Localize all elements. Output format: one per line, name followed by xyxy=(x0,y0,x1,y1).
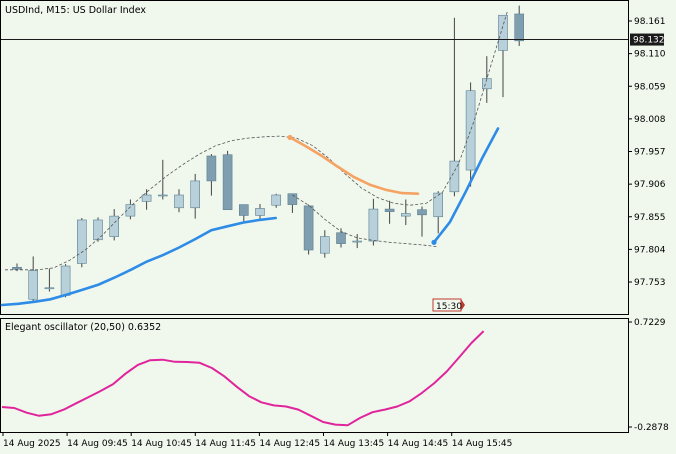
candle-body xyxy=(336,232,346,244)
oscillator-axis: 0.7229 -0.2878 xyxy=(628,318,669,433)
price-tick-label: 97.855 xyxy=(634,213,666,223)
time-axis: 14 Aug 2025 14 Aug 09:45 14 Aug 10:45 14 Au… xyxy=(2,432,513,449)
candle-body xyxy=(255,208,265,216)
price-tick-label: 98.008 xyxy=(634,115,666,125)
bear-candle xyxy=(303,204,314,255)
candle-body xyxy=(433,192,444,218)
candle-body xyxy=(352,240,363,243)
candle-body xyxy=(303,205,314,251)
oscillator-tick-label: -0.2878 xyxy=(634,423,669,433)
price-tick-label: 98.110 xyxy=(634,50,666,60)
orange-start-dot xyxy=(287,134,293,141)
candle-body xyxy=(465,90,476,171)
trend-line-blue xyxy=(0,216,278,307)
price-panel-frame xyxy=(0,0,629,315)
current-price-box xyxy=(630,33,664,46)
time-tick-label: 14 Aug 10:45 xyxy=(131,439,192,449)
bull-candle xyxy=(28,256,39,302)
time-tick-label: 14 Aug 14:45 xyxy=(388,439,449,449)
bear-candle xyxy=(206,154,217,196)
candle-body xyxy=(481,78,492,90)
candle-body xyxy=(174,194,184,209)
candle-body xyxy=(287,193,298,205)
time-marker-arrow xyxy=(461,299,465,311)
bull-candle xyxy=(77,218,87,268)
candle-body xyxy=(498,14,508,51)
candle-body xyxy=(125,204,136,217)
bull-candle xyxy=(433,191,444,234)
candle-body xyxy=(77,219,87,264)
bull-candle xyxy=(141,189,152,210)
time-tick-label: 14 Aug 15:45 xyxy=(452,439,513,449)
oscillator-tick-label: 0.7229 xyxy=(634,318,666,328)
time-tick-label: 14 Aug 2025 xyxy=(3,439,61,449)
price-tick-label: 97.957 xyxy=(634,148,666,158)
bull-candle xyxy=(190,173,200,219)
candle-body xyxy=(12,266,22,270)
oscillator-title: Elegant oscillator (20,50) 0.6352 xyxy=(5,322,161,333)
bear-candle xyxy=(417,206,427,237)
bull-candle xyxy=(109,209,119,241)
main-chart-title: USDInd, M15: US Dollar Index xyxy=(5,5,146,16)
time-tick-label: 14 Aug 13:45 xyxy=(324,439,385,449)
price-tick-label: 98.161 xyxy=(634,17,666,27)
time-tick-label: 14 Aug 12:45 xyxy=(259,439,320,449)
bull-candle xyxy=(465,82,476,187)
price-tick-label: 97.906 xyxy=(634,180,666,190)
candle-body xyxy=(368,208,379,242)
candle-body xyxy=(319,236,330,254)
bull-candle xyxy=(255,203,265,220)
trend-line-orange xyxy=(288,136,420,195)
bull-candle xyxy=(60,264,71,298)
candle-body xyxy=(239,204,249,216)
overlays-group xyxy=(0,11,508,427)
candle-body xyxy=(93,219,103,241)
time-tick-label: 14 Aug 11:45 xyxy=(195,439,256,449)
bull-candle xyxy=(174,189,184,213)
bull-candle xyxy=(93,217,103,242)
bull-candle xyxy=(449,17,460,197)
candle-body xyxy=(44,287,55,290)
bull-candle xyxy=(271,193,282,208)
time-tick-label: 14 Aug 09:45 xyxy=(67,439,128,449)
dashed-ma-lower-line xyxy=(292,194,439,248)
candle-body xyxy=(400,213,411,217)
bull-candle xyxy=(125,199,136,220)
candle-body xyxy=(141,194,152,202)
bull-candle xyxy=(368,198,379,246)
price-tick-label: 98.059 xyxy=(634,82,666,92)
trend-line-blue-2 xyxy=(432,127,500,244)
bear-candle xyxy=(287,193,298,213)
candle-body xyxy=(271,194,282,206)
oscillator-line xyxy=(1,330,485,427)
price-axis: 98.161 98.110 98.059 98.008 97.957 97.906 97.8… xyxy=(628,17,666,288)
oscillator-panel-frame xyxy=(0,318,629,433)
time-marker-label: 15:30 xyxy=(436,302,462,312)
bear-candle xyxy=(222,150,233,211)
bull-candle xyxy=(44,268,55,292)
bull-candle xyxy=(319,230,330,258)
candle-body xyxy=(222,154,233,211)
blue-start-dot xyxy=(431,239,437,245)
candle-body xyxy=(514,13,525,42)
price-tick-label: 97.753 xyxy=(634,278,666,288)
candle-body xyxy=(60,265,71,296)
current-price-label: 98.132 xyxy=(633,36,665,46)
bear-candle xyxy=(239,204,249,222)
bull-candle xyxy=(400,199,411,226)
candle-body xyxy=(417,209,427,216)
candle-body xyxy=(384,208,395,212)
bull-candle xyxy=(352,234,363,249)
candle-body xyxy=(158,194,168,197)
candle-body xyxy=(449,160,460,193)
bear-candle xyxy=(384,200,395,224)
bull-candle xyxy=(498,14,508,98)
candle-body xyxy=(206,155,217,182)
candle-body xyxy=(109,215,119,237)
candle-body xyxy=(190,180,200,209)
candle-body xyxy=(28,270,39,300)
price-tick-label: 97.804 xyxy=(634,245,666,255)
bull-candle xyxy=(158,159,168,200)
